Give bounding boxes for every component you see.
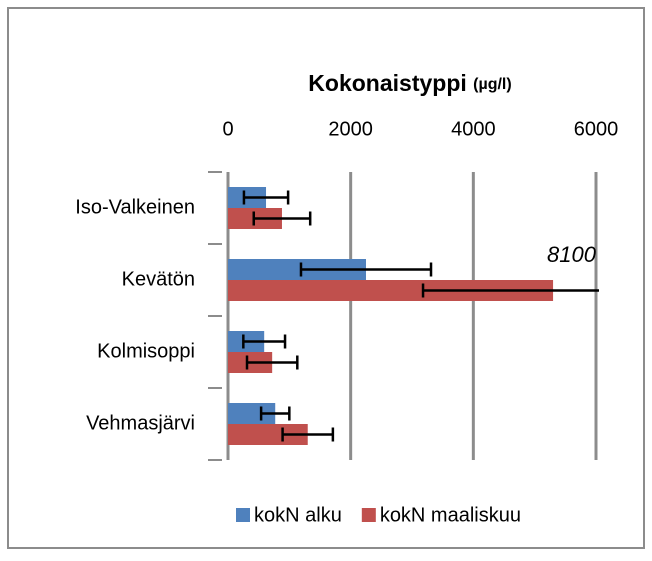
error-bar: [259, 406, 291, 421]
annotation: 8100: [547, 242, 597, 267]
error-bar: [245, 355, 299, 370]
bars: [228, 187, 599, 445]
error-bar: [299, 262, 433, 277]
title-unit: (µg/l): [473, 76, 512, 93]
error-bar: [252, 211, 312, 226]
legend-swatch: [236, 508, 250, 522]
y-tick-label: Iso-Valkeinen: [75, 196, 195, 218]
x-tick-label: 2000: [328, 118, 373, 140]
y-tick-label: Kevätön: [122, 268, 195, 290]
chart-title: Kokonaistyppi (µg/l): [308, 70, 511, 96]
y-tick-label: Vehmasjärvi: [86, 412, 195, 434]
plot: 0 2000 4000 6000 Iso-Valkeinen Kevätön Kolmiso…: [75, 118, 619, 526]
error-bar: [281, 427, 335, 442]
error-bar: [242, 334, 287, 349]
bar: [228, 403, 276, 424]
error-bar: [421, 283, 599, 298]
bar: [228, 424, 308, 445]
x-tick-label: 0: [222, 118, 233, 140]
error-bar: [242, 190, 290, 205]
y-tick-label: Kolmisoppi: [97, 340, 195, 362]
legend-label: kokN maaliskuu: [380, 504, 521, 526]
x-tick-label: 4000: [451, 118, 496, 140]
legend-swatch: [361, 508, 376, 522]
bar: [228, 259, 366, 280]
legend-label: kokN alku: [254, 504, 342, 526]
x-tick-label: 6000: [574, 118, 619, 140]
title-main: Kokonaistyppi: [308, 70, 466, 96]
bar: [228, 280, 554, 301]
